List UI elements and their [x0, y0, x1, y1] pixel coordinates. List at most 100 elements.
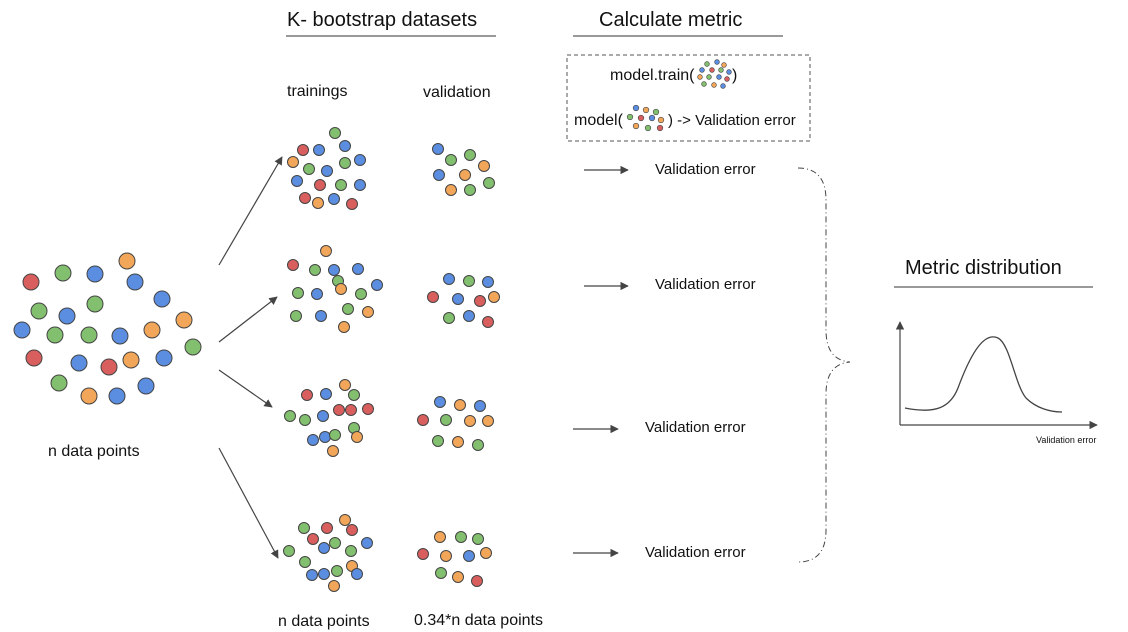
legend-train-cluster-point [716, 74, 722, 80]
val-cluster-1-point [445, 154, 457, 166]
val-cluster-2-point [463, 310, 475, 322]
legend-train-cluster-point [726, 69, 732, 75]
val-cluster-2-point [452, 293, 464, 305]
val-cluster-4-point [417, 548, 429, 560]
source-cluster-point [86, 265, 104, 283]
val-cluster-3-point [472, 439, 484, 451]
val-cluster-2-point [443, 312, 455, 324]
train-cluster-1-point [291, 175, 303, 187]
legend-model-cluster-point [626, 113, 634, 121]
source-cluster-point [80, 387, 98, 405]
train-cluster-2-point [352, 263, 364, 275]
train-cluster-3-point [339, 379, 351, 391]
train-cluster-1-point [328, 193, 340, 205]
heading-bootstrap: K- bootstrap datasets [287, 9, 477, 31]
val-cluster-3-point [474, 400, 486, 412]
train-cluster-3 [284, 379, 374, 457]
train-cluster-4-point [298, 522, 310, 534]
val-cluster-1-point [432, 143, 444, 155]
train-cluster-2-point [342, 303, 354, 315]
legend-box [566, 54, 811, 142]
fan-arrow-4 [218, 447, 279, 559]
legend-train-cluster-point [706, 74, 712, 80]
footer-val-count: 0.34*n data points [414, 612, 543, 629]
collecting-brace [797, 167, 851, 563]
fan-arrow-2 [218, 296, 278, 343]
train-cluster-4-point [351, 568, 363, 580]
legend-train-suffix: ) [732, 67, 737, 84]
source-cluster-point [30, 302, 48, 320]
train-cluster-3-point [327, 445, 339, 457]
val-cluster-3-point [464, 415, 476, 427]
train-cluster-4-point [361, 537, 373, 549]
train-cluster-3-point [301, 389, 313, 401]
plot-x-label: Validation error [1036, 435, 1096, 445]
legend-train-cluster-point [721, 62, 727, 68]
distribution-curve [904, 336, 1063, 413]
source-cluster-point [108, 387, 126, 405]
train-cluster-3-point [351, 431, 363, 443]
source-cluster-point [80, 326, 98, 344]
fan-arrow-3 [218, 369, 273, 408]
source-cluster-point [137, 377, 155, 395]
train-cluster-1-point [339, 140, 351, 152]
val-cluster-1-point [478, 160, 490, 172]
source-cluster-point [175, 311, 193, 329]
train-cluster-2-point [290, 310, 302, 322]
val-cluster-2-point [488, 291, 500, 303]
legend-model-cluster [626, 104, 665, 132]
train-cluster-3-point [307, 434, 319, 446]
train-cluster-4-point [328, 580, 340, 592]
train-cluster-1-point [339, 157, 351, 169]
row-2-result: Validation error [655, 276, 756, 293]
val-cluster-4-point [480, 547, 492, 559]
row-4-result: Validation error [645, 544, 746, 561]
source-cluster-point [46, 326, 64, 344]
train-cluster-1-point [354, 179, 366, 191]
val-cluster-1-point [464, 184, 476, 196]
legend-train-cluster-point [720, 83, 726, 89]
train-cluster-4-point [283, 545, 295, 557]
val-cluster-3-point [482, 415, 494, 427]
train-cluster-1-point [354, 154, 366, 166]
train-cluster-1-point [313, 144, 325, 156]
train-cluster-4-point [346, 524, 358, 536]
train-cluster-1 [287, 127, 366, 210]
val-cluster-4-point [455, 531, 467, 543]
val-cluster-2-point [463, 275, 475, 287]
train-cluster-1-point [299, 192, 311, 204]
source-cluster-point [184, 338, 202, 356]
source-cluster-point [126, 273, 144, 291]
train-cluster-3-point [348, 389, 360, 401]
train-cluster-4-point [331, 565, 343, 577]
legend-train-cluster [697, 59, 732, 89]
source-cluster-point [50, 374, 68, 392]
source-cluster-point [86, 295, 104, 313]
legend-train-cluster-point [704, 61, 710, 67]
train-cluster-3-point [319, 431, 331, 443]
train-cluster-4-point [318, 568, 330, 580]
source-cluster-point [143, 321, 161, 339]
source-cluster [13, 252, 202, 405]
train-cluster-4-point [299, 556, 311, 568]
train-cluster-2-point [328, 264, 340, 276]
source-cluster-point [58, 307, 76, 325]
val-cluster-4-point [472, 533, 484, 545]
train-cluster-1-point [329, 127, 341, 139]
val-cluster-1 [432, 143, 495, 196]
val-cluster-4-point [471, 575, 483, 587]
source-cluster-point [13, 321, 31, 339]
train-cluster-2-point [338, 321, 350, 333]
legend-train-cluster-point [724, 76, 730, 82]
train-cluster-3-point [299, 414, 311, 426]
legend-model-cluster-point [652, 108, 660, 116]
val-cluster-4-point [435, 567, 447, 579]
heading-calculate: Calculate metric [599, 9, 742, 31]
source-cluster-point [118, 252, 136, 270]
source-cluster-point [111, 327, 129, 345]
val-cluster-4-point [452, 571, 464, 583]
train-cluster-4-point [321, 522, 333, 534]
source-cluster-point [70, 354, 88, 372]
train-cluster-1-point [303, 163, 315, 175]
